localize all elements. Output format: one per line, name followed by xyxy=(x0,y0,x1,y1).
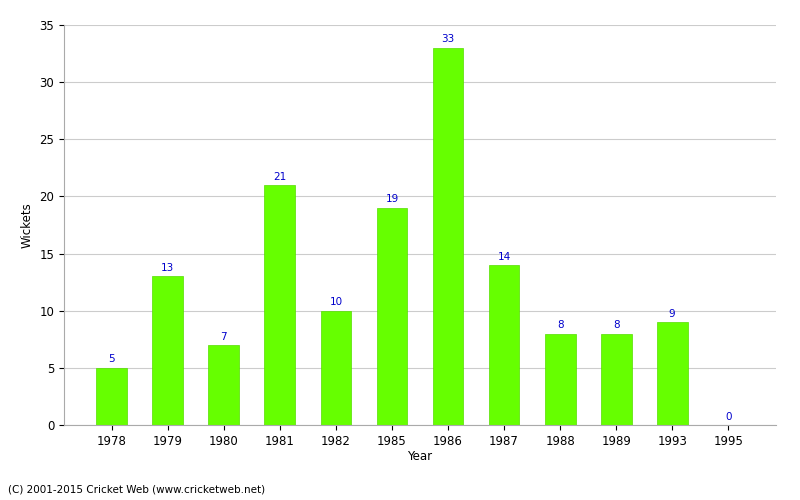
Text: 8: 8 xyxy=(557,320,563,330)
Text: 0: 0 xyxy=(725,412,731,422)
Text: 10: 10 xyxy=(330,298,342,308)
Bar xyxy=(96,368,127,425)
Text: 19: 19 xyxy=(386,194,398,204)
Bar xyxy=(601,334,631,425)
Text: 9: 9 xyxy=(669,308,675,318)
Bar xyxy=(321,310,351,425)
Bar xyxy=(153,276,183,425)
Bar xyxy=(209,345,239,425)
Text: 21: 21 xyxy=(274,172,286,181)
Text: 8: 8 xyxy=(613,320,619,330)
Bar xyxy=(433,48,463,425)
Y-axis label: Wickets: Wickets xyxy=(21,202,34,248)
Bar xyxy=(545,334,575,425)
Bar xyxy=(377,208,407,425)
Bar xyxy=(657,322,687,425)
Bar xyxy=(489,265,519,425)
Text: 5: 5 xyxy=(109,354,115,364)
X-axis label: Year: Year xyxy=(407,450,433,464)
Text: 7: 7 xyxy=(221,332,227,342)
Text: 14: 14 xyxy=(498,252,510,262)
Text: 33: 33 xyxy=(442,34,454,44)
Bar xyxy=(265,185,295,425)
Text: (C) 2001-2015 Cricket Web (www.cricketweb.net): (C) 2001-2015 Cricket Web (www.cricketwe… xyxy=(8,485,265,495)
Text: 13: 13 xyxy=(161,263,174,273)
